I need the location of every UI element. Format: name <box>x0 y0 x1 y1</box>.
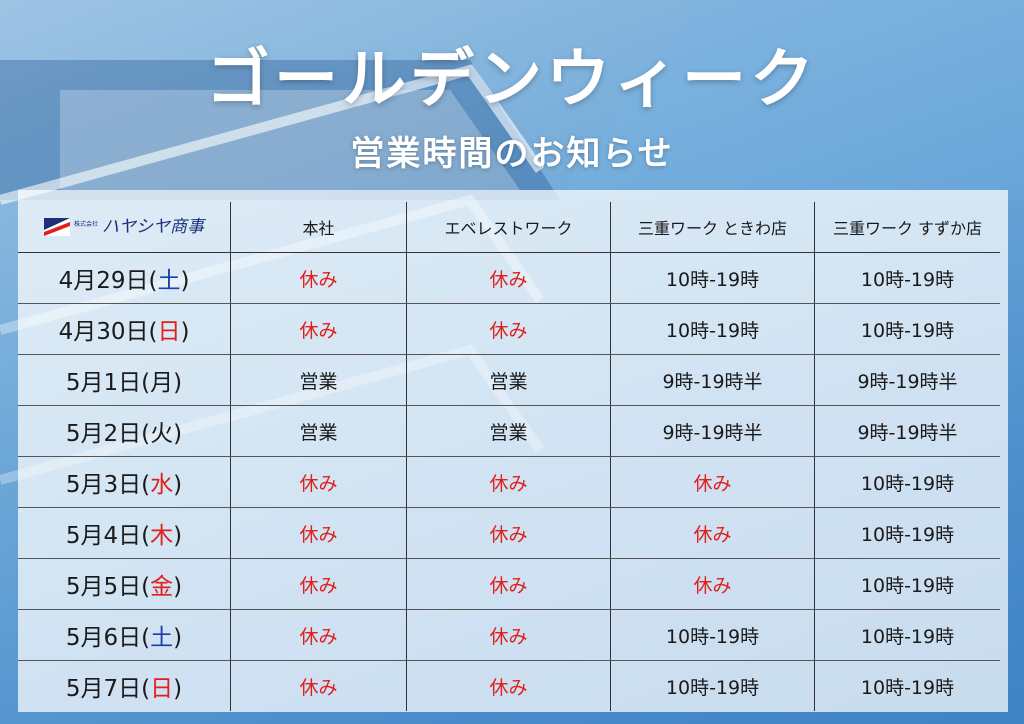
hours-cell-suzuka: 10時-19時 <box>814 609 1000 661</box>
date-text: 4月30日( <box>58 319 158 345</box>
hours-cell-honsha: 休み <box>230 507 407 559</box>
hours-cell-honsha: 営業 <box>230 354 407 406</box>
hours-cell-suzuka: 10時-19時 <box>814 507 1000 559</box>
date-text: 5月3日( <box>65 472 151 498</box>
date-text: 5月7日( <box>65 676 151 702</box>
hours-cell-everest-work: 休み <box>406 303 611 355</box>
hours-cell-everest-work: 休み <box>406 660 611 711</box>
table-row: 4月29日(土) 休み 休み 10時-19時 10時-19時 <box>18 252 1000 304</box>
table-row: 5月4日(木) 休み 休み 休み 10時-19時 <box>18 507 1000 559</box>
company-logo-cell: 株式会社 ハヤシヤ商事 <box>18 202 231 253</box>
column-header-tokiwa: 三重ワーク ときわ店 <box>610 202 815 253</box>
hours-cell-honsha: 休み <box>230 456 407 508</box>
logo-kabushiki: 株式会社 <box>73 221 98 229</box>
table-row: 5月3日(水) 休み 休み 休み 10時-19時 <box>18 456 1000 508</box>
hours-cell-tokiwa: 10時-19時 <box>610 660 815 711</box>
date-close-paren: ) <box>173 370 183 396</box>
date-close-paren: ) <box>173 625 183 651</box>
hours-cell-honsha: 休み <box>230 609 407 661</box>
date-cell: 5月7日(日) <box>18 660 231 711</box>
date-close-paren: ) <box>180 319 190 345</box>
date-close-paren: ) <box>173 523 183 549</box>
date-text: 5月6日( <box>65 625 151 651</box>
hours-cell-honsha: 休み <box>230 303 407 355</box>
table-header-row: 株式会社 ハヤシヤ商事 本社 エベレストワーク 三重ワーク ときわ店 三重ワーク… <box>18 202 1000 253</box>
hours-cell-suzuka: 10時-19時 <box>860 676 955 699</box>
hours-cell-tokiwa: 10時-19時 <box>610 303 815 355</box>
hours-cell-tokiwa: 9時-19時半 <box>610 405 815 457</box>
business-hours-table: 株式会社 ハヤシヤ商事 本社 エベレストワーク 三重ワーク ときわ店 三重ワーク… <box>18 202 1000 711</box>
hours-cell-everest-work: 営業 <box>406 405 611 457</box>
column-header-everest-work: エベレストワーク <box>406 202 611 253</box>
hours-cell-everest-work: 休み <box>406 252 611 304</box>
hours-cell-honsha: 休み <box>230 252 407 304</box>
weekday-text: 金 <box>150 574 174 600</box>
hours-cell-suzuka: 10時-19時 <box>814 558 1000 610</box>
hours-cell-tokiwa: 9時-19時半 <box>610 354 815 406</box>
weekday-text: 土 <box>150 625 174 651</box>
date-cell: 4月30日(日) <box>18 303 231 355</box>
date-close-paren: ) <box>173 472 183 498</box>
date-cell: 5月4日(木) <box>18 507 231 559</box>
hours-cell-honsha: 休み <box>230 558 407 610</box>
date-cell: 5月1日(月) <box>18 354 231 406</box>
table-row: 5月5日(金) 休み 休み 休み 10時-19時 <box>18 558 1000 610</box>
date-cell: 5月5日(金) <box>18 558 231 610</box>
weekday-text: 日 <box>150 676 174 702</box>
hours-cell-everest-work: 営業 <box>406 354 611 406</box>
date-text: 4月29日( <box>58 268 158 294</box>
date-text: 5月2日( <box>65 421 151 447</box>
hours-cell-everest-work: 休み <box>406 456 611 508</box>
hours-cell-tokiwa: 休み <box>610 507 815 559</box>
hours-cell-tokiwa: 休み <box>610 456 815 508</box>
date-close-paren: ) <box>173 574 183 600</box>
hours-cell-honsha: 休み <box>230 660 407 711</box>
hours-cell-suzuka: 10時-19時 <box>814 456 1000 508</box>
weekday-text: 木 <box>150 523 174 549</box>
date-cell: 5月3日(水) <box>18 456 231 508</box>
weekday-text: 水 <box>150 472 174 498</box>
table-row: 4月30日(日) 休み 休み 10時-19時 10時-19時 <box>18 303 1000 355</box>
date-cell: 5月2日(火) <box>18 405 231 457</box>
weekday-text: 火 <box>150 421 174 447</box>
logo-flag-icon <box>43 216 70 236</box>
weekday-text: 月 <box>150 370 174 396</box>
hours-cell-suzuka: 9時-19時半 <box>814 405 1000 457</box>
date-text: 5月1日( <box>65 370 151 396</box>
date-text: 5月5日( <box>65 574 151 600</box>
column-header-honsha: 本社 <box>230 202 407 253</box>
hours-cell-everest-work: 休み <box>406 558 611 610</box>
date-text: 5月4日( <box>65 523 151 549</box>
column-header-suzuka: 三重ワーク すずか店 <box>814 202 1000 253</box>
company-name: ハヤシヤ商事 <box>102 217 204 238</box>
company-logo: 株式会社 ハヤシヤ商事 <box>43 212 204 238</box>
weekday-text: 土 <box>157 268 181 294</box>
hours-cell-everest-work: 休み <box>406 507 611 559</box>
hours-cell-tokiwa: 10時-19時 <box>610 609 815 661</box>
date-cell: 4月29日(土) <box>18 252 231 304</box>
date-close-paren: ) <box>173 676 183 702</box>
date-close-paren: ) <box>173 421 183 447</box>
hours-cell-suzuka: 9時-19時半 <box>814 354 1000 406</box>
hours-cell-tokiwa: 休み <box>610 558 815 610</box>
date-close-paren: ) <box>180 268 190 294</box>
table-row: 5月7日(日) 休み 休み 10時-19時 10時-19時 <box>18 660 1000 711</box>
page-subtitle: 営業時間のお知らせ <box>350 134 674 174</box>
hours-cell-suzuka: 10時-19時 <box>814 303 1000 355</box>
weekday-text: 日 <box>157 319 181 345</box>
hours-cell-everest-work: 休み <box>406 609 611 661</box>
hours-cell-suzuka: 10時-19時 <box>814 252 1000 304</box>
table-row: 5月1日(月) 営業 営業 9時-19時半 9時-19時半 <box>18 354 1000 406</box>
table-row: 5月2日(火) 営業 営業 9時-19時半 9時-19時半 <box>18 405 1000 457</box>
table-row: 5月6日(土) 休み 休み 10時-19時 10時-19時 <box>18 609 1000 661</box>
date-cell: 5月6日(土) <box>18 609 231 661</box>
hours-cell-honsha: 営業 <box>230 405 407 457</box>
hours-cell-tokiwa: 10時-19時 <box>610 252 815 304</box>
page-title: ゴールデンウィーク <box>206 42 818 117</box>
